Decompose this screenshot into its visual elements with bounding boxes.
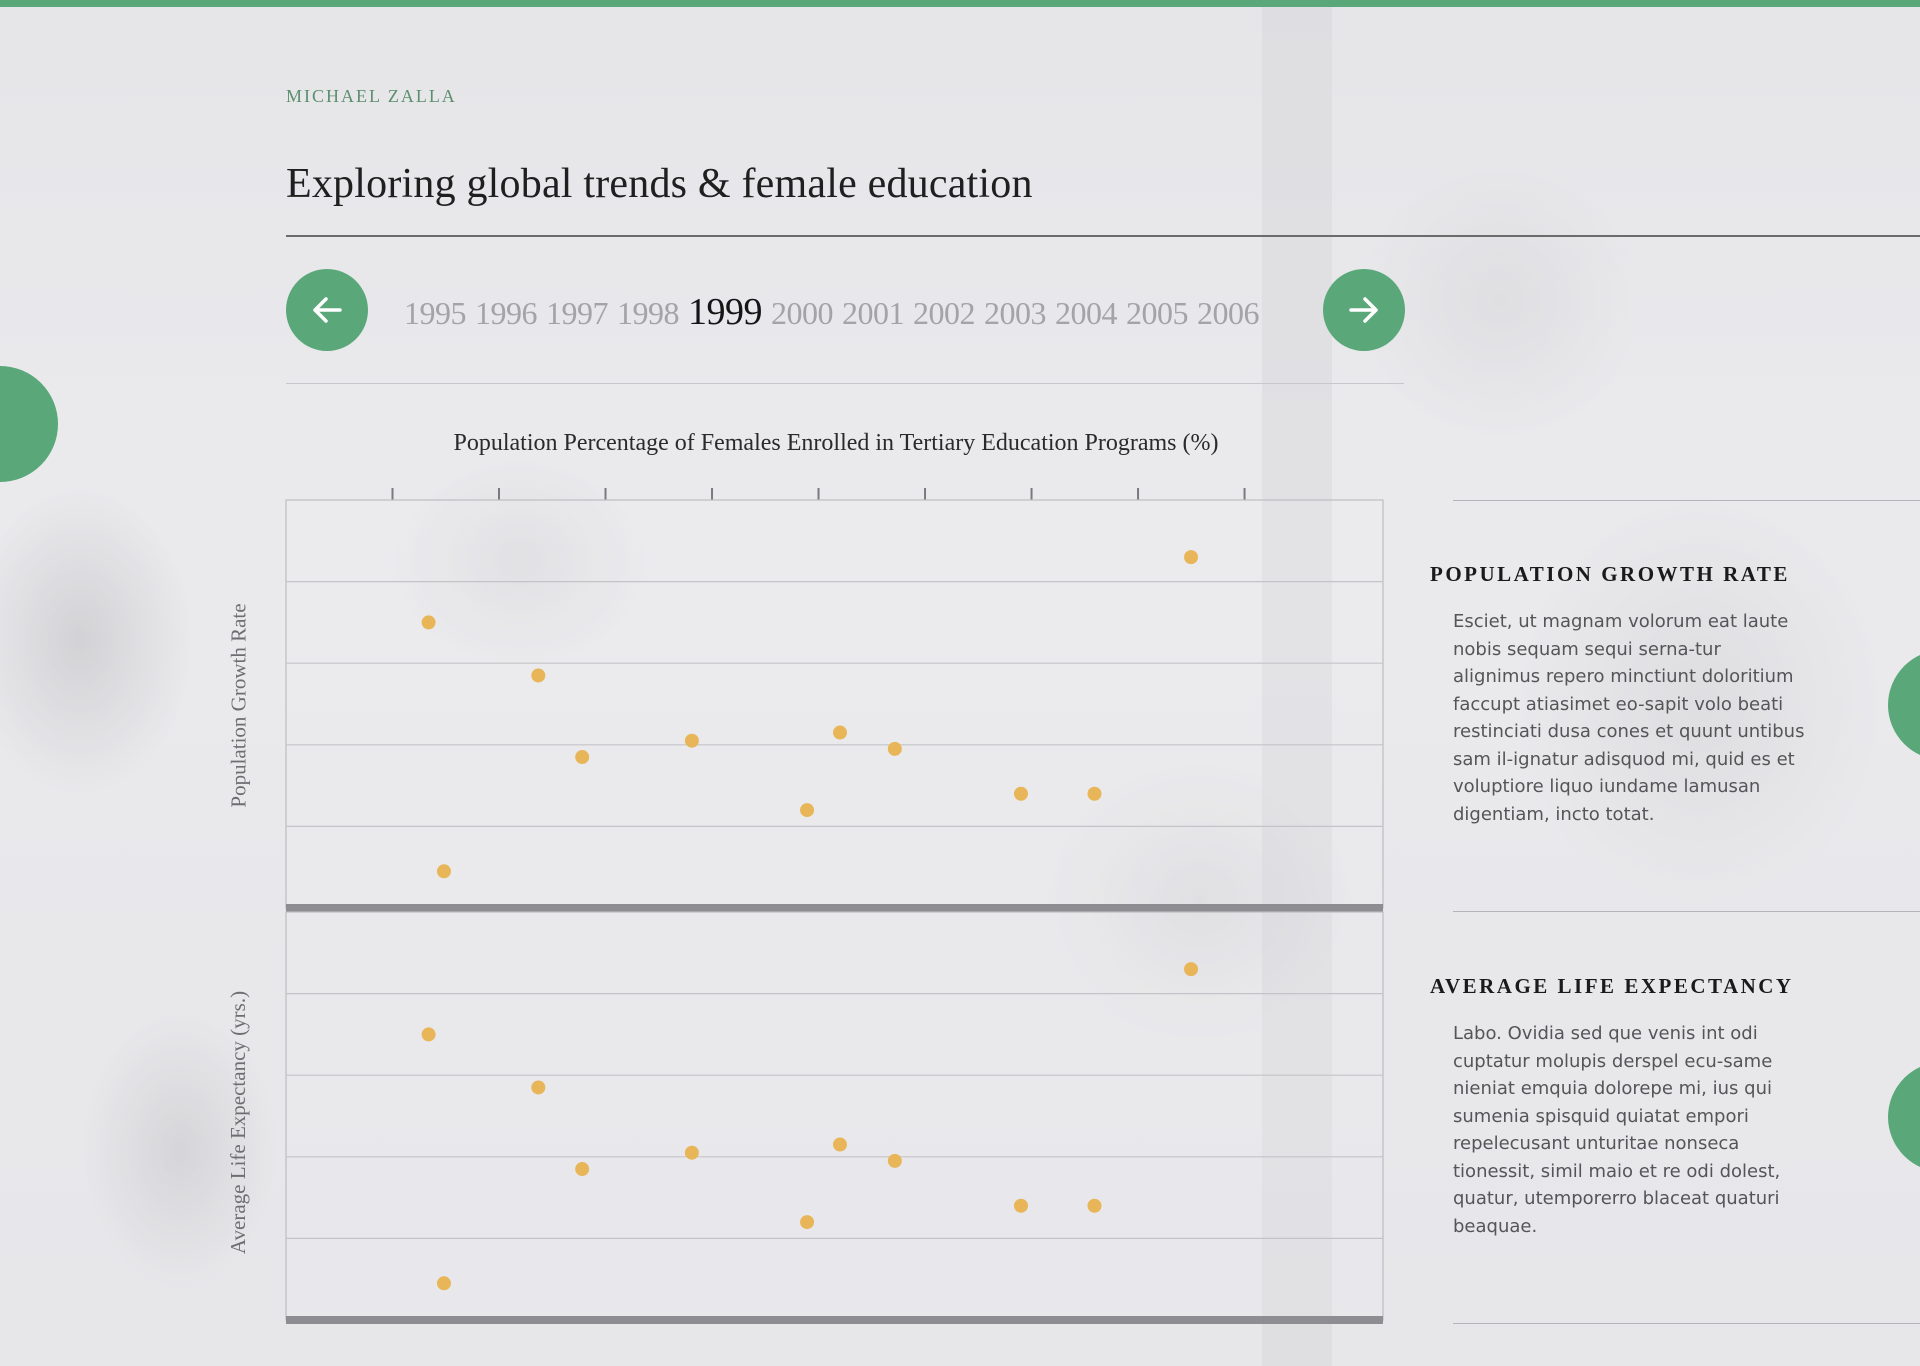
data-point [887, 1153, 902, 1168]
year-2003[interactable]: 2003 [984, 295, 1047, 331]
y-axis-label-life-wrap: Average Life Expectancy (yrs.) [224, 912, 254, 1332]
next-year-button[interactable] [1323, 269, 1405, 351]
data-point [421, 1027, 436, 1042]
data-point [1013, 786, 1028, 801]
panel-heading-growth: POPULATION GROWTH RATE [1430, 562, 1790, 586]
year-1998[interactable]: 1998 [617, 295, 680, 331]
data-point [531, 668, 546, 683]
data-point [832, 1137, 847, 1152]
arrow-right-icon [1349, 297, 1378, 323]
year-2005[interactable]: 2005 [1126, 295, 1189, 331]
title-divider [286, 235, 1920, 237]
chart-title: Population Percentage of Females Enrolle… [453, 430, 1219, 456]
data-point [531, 1080, 546, 1095]
year-2001[interactable]: 2001 [842, 295, 905, 331]
panel-divider [1453, 911, 1920, 912]
plot-area [285, 911, 1384, 1321]
arrow-left-icon [313, 297, 342, 323]
data-point [436, 864, 451, 879]
y-axis-label-growth-wrap: Population Growth Rate [224, 500, 254, 910]
panel-divider [1453, 1323, 1920, 1324]
data-point [1013, 1198, 1028, 1213]
year-2006[interactable]: 2006 [1197, 295, 1260, 331]
x-axis-baseline [286, 904, 1383, 912]
data-point [800, 1215, 815, 1230]
data-point [421, 615, 436, 630]
year-1997[interactable]: 1997 [546, 295, 609, 331]
panel-body-life: Labo. Ovidia sed que venis int odi cupta… [1453, 1023, 1781, 1237]
data-point [684, 733, 699, 748]
page-title: Exploring global trends & female educati… [286, 161, 1033, 207]
year-1996[interactable]: 1996 [475, 295, 538, 331]
plot-area [285, 499, 1384, 909]
year-selector: 1995 1996 1997 1998 1999 2000 2001 2002 2003 2004… [404, 290, 1294, 334]
data-point [1184, 550, 1199, 565]
nav-divider [286, 383, 1404, 384]
year-2002[interactable]: 2002 [913, 295, 976, 331]
data-point [1184, 962, 1199, 977]
previous-year-button[interactable] [286, 269, 368, 351]
data-point [1087, 1198, 1102, 1213]
data-point [575, 1162, 590, 1177]
data-point [832, 725, 847, 740]
panel-heading-life: AVERAGE LIFE EXPECTANCY [1430, 974, 1794, 998]
top-accent-bar [0, 0, 1920, 7]
year-2004[interactable]: 2004 [1055, 295, 1118, 331]
year-1995[interactable]: 1995 [404, 295, 467, 331]
y-axis-label-growth: Population Growth Rate [226, 602, 251, 808]
data-point [800, 803, 815, 818]
data-point [436, 1276, 451, 1291]
panel-body-growth: Esciet, ut magnam volorum eat laute nobi… [1453, 611, 1805, 825]
year-2000[interactable]: 2000 [771, 295, 834, 331]
data-point [684, 1145, 699, 1160]
data-point [575, 750, 590, 765]
panel-divider [1453, 500, 1920, 501]
author-name: MICHAEL ZALLA [286, 86, 457, 106]
data-point [1087, 786, 1102, 801]
y-axis-label-life: Average Life Expectancy (yrs.) [226, 990, 251, 1254]
x-axis-baseline [286, 1316, 1383, 1324]
data-point [887, 741, 902, 756]
year-1999[interactable]: 1999 [688, 291, 763, 333]
